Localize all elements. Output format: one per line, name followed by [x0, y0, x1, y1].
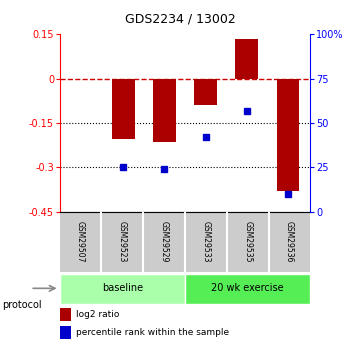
Bar — [60, 308, 71, 321]
Text: GSM29507: GSM29507 — [76, 221, 85, 263]
Text: GSM29536: GSM29536 — [285, 221, 294, 263]
Text: GSM29533: GSM29533 — [201, 221, 210, 263]
Text: GSM29523: GSM29523 — [118, 221, 127, 263]
Bar — [60, 274, 185, 304]
Text: GSM29535: GSM29535 — [243, 221, 252, 263]
Bar — [235, 39, 258, 79]
Bar — [185, 274, 310, 304]
Text: protocol: protocol — [2, 300, 42, 310]
Bar — [277, 79, 299, 191]
Text: percentile rank within the sample: percentile rank within the sample — [76, 328, 229, 337]
Text: 20 wk exercise: 20 wk exercise — [212, 283, 284, 293]
Bar — [153, 79, 176, 142]
Bar — [60, 326, 71, 339]
Bar — [194, 79, 217, 105]
Bar — [112, 79, 135, 139]
Text: baseline: baseline — [102, 283, 143, 293]
Text: log2 ratio: log2 ratio — [76, 310, 119, 319]
Text: GDS2234 / 13002: GDS2234 / 13002 — [125, 12, 236, 25]
Text: GSM29529: GSM29529 — [160, 221, 169, 263]
